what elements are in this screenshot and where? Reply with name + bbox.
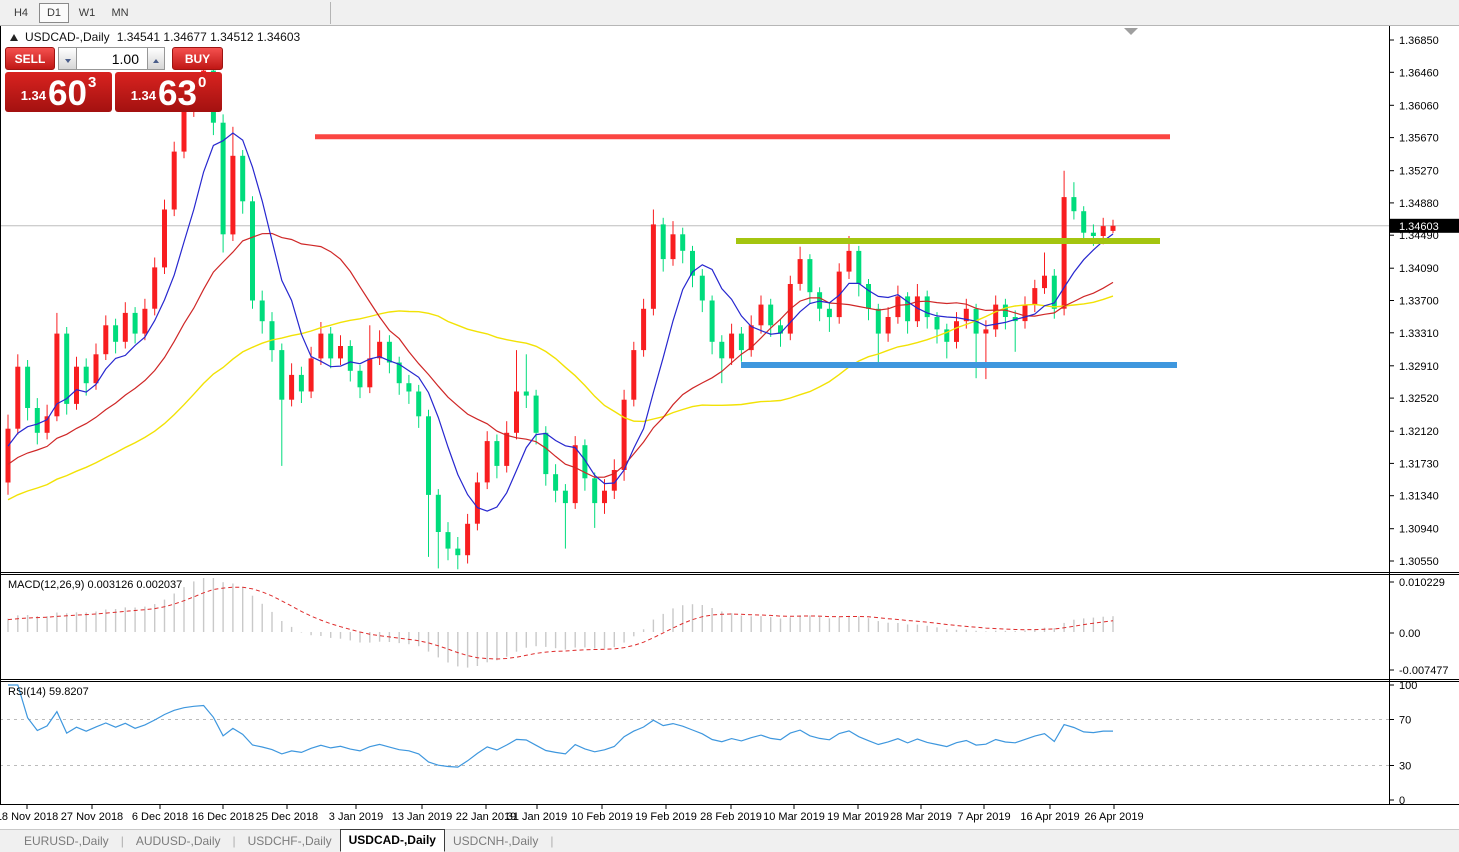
- buy-price-display[interactable]: 1.34 63 0: [115, 72, 222, 112]
- price-chart-canvas[interactable]: 1.36850 1.36460 1.36060 1.35670 1.35270 1.348…: [0, 26, 1459, 829]
- svg-text:10 Feb 2019: 10 Feb 2019: [571, 811, 633, 823]
- chart-ohlc-values: 1.34541 1.34677 1.34512 1.34603: [116, 30, 301, 44]
- svg-text:19 Feb 2019: 19 Feb 2019: [635, 811, 697, 823]
- rsi-label: RSI(14) 59.8207: [8, 686, 89, 698]
- tab-separator: |: [120, 834, 124, 848]
- svg-text:16 Dec 2018: 16 Dec 2018: [192, 811, 254, 823]
- svg-text:1.32520: 1.32520: [1399, 393, 1439, 405]
- svg-text:70: 70: [1399, 715, 1411, 727]
- svg-text:1.34880: 1.34880: [1399, 198, 1439, 210]
- macd-signal-line: [7, 586, 1114, 660]
- svg-text:30: 30: [1399, 761, 1411, 773]
- svg-text:25 Dec 2018: 25 Dec 2018: [256, 811, 318, 823]
- svg-text:22 Jan 2019: 22 Jan 2019: [456, 811, 517, 823]
- svg-text:7 Apr 2019: 7 Apr 2019: [957, 811, 1010, 823]
- price-axis[interactable]: 1.36850 1.36460 1.36060 1.35670 1.35270 1.348…: [1390, 35, 1459, 568]
- svg-text:19 Mar 2019: 19 Mar 2019: [827, 811, 889, 823]
- date-axis[interactable]: 18 Nov 2018 27 Nov 2018 6 Dec 2018 16 Dec 2…: [0, 805, 1144, 823]
- svg-text:1.34090: 1.34090: [1399, 263, 1439, 275]
- svg-text:1.36060: 1.36060: [1399, 100, 1439, 112]
- svg-text:18 Nov 2018: 18 Nov 2018: [0, 811, 58, 823]
- sell-price-point: 3: [87, 74, 97, 91]
- toolbar-separator: [330, 2, 331, 24]
- symbol-marker-icon: [10, 33, 18, 41]
- chart-tab-usdchf[interactable]: USDCHF-,Daily: [247, 834, 332, 848]
- timeframe-tab-w1[interactable]: W1: [72, 3, 102, 23]
- svg-text:10 Mar 2019: 10 Mar 2019: [763, 811, 825, 823]
- rsi-line: [8, 684, 1113, 768]
- svg-text:0.010229: 0.010229: [1399, 577, 1445, 589]
- tab-separator: |: [232, 834, 236, 848]
- svg-text:1.32120: 1.32120: [1399, 426, 1439, 438]
- buy-price-point: 0: [197, 74, 207, 91]
- tab-separator: |: [550, 834, 554, 848]
- volume-input[interactable]: [77, 47, 147, 70]
- timeframe-tab-mn[interactable]: MN: [105, 3, 135, 23]
- svg-text:1.30550: 1.30550: [1399, 556, 1439, 568]
- svg-text:1.36460: 1.36460: [1399, 67, 1439, 79]
- svg-text:1.34490: 1.34490: [1399, 230, 1439, 242]
- chart-frame: [0, 26, 1459, 805]
- volume-increase-button[interactable]: [147, 47, 165, 70]
- svg-text:1.31340: 1.31340: [1399, 491, 1439, 503]
- svg-text:1.33700: 1.33700: [1399, 296, 1439, 308]
- svg-text:1.32910: 1.32910: [1399, 361, 1439, 373]
- sell-price-pips: 60: [48, 74, 87, 113]
- svg-text:1.35670: 1.35670: [1399, 133, 1439, 145]
- svg-text:-0.007477: -0.007477: [1399, 665, 1449, 677]
- chart-tab-usdcad[interactable]: USDCAD-,Daily: [339, 828, 445, 852]
- svg-text:31 Jan 2019: 31 Jan 2019: [507, 811, 568, 823]
- volume-decrease-button[interactable]: [58, 47, 77, 70]
- svg-text:13 Jan 2019: 13 Jan 2019: [392, 811, 453, 823]
- macd-pane[interactable]: MACD(12,26,9) 0.003126 0.002037 0.010229 0…: [7, 577, 1449, 677]
- current-price-label: [1390, 218, 1459, 233]
- sell-button[interactable]: SELL: [5, 47, 55, 70]
- moving-average-line: [7, 295, 1114, 501]
- main-pane[interactable]: [0, 28, 1389, 570]
- triangle-down-icon: [64, 59, 71, 63]
- chart-title: USDCAD-,Daily 1.34541 1.34677 1.34512 1.…: [10, 30, 300, 44]
- chart-tab-usdcnh[interactable]: USDCNH-,Daily: [452, 834, 539, 848]
- moving-average-line: [7, 132, 1114, 512]
- scroll-to-end-marker: [1124, 28, 1138, 35]
- chart-tab-eurusd[interactable]: EURUSD-,Daily: [24, 834, 109, 848]
- svg-text:3 Jan 2019: 3 Jan 2019: [329, 811, 383, 823]
- chart-tab-audusd[interactable]: AUDUSD-,Daily: [135, 834, 221, 848]
- svg-text:1.30940: 1.30940: [1399, 524, 1439, 536]
- timeframe-tab-h4[interactable]: H4: [6, 3, 36, 23]
- svg-text:6 Dec 2018: 6 Dec 2018: [132, 811, 188, 823]
- svg-text:1.34603: 1.34603: [1399, 221, 1439, 233]
- svg-text:28 Mar 2019: 28 Mar 2019: [890, 811, 952, 823]
- sell-price-display[interactable]: 1.34 60 3: [5, 72, 112, 112]
- timeframe-tab-d1[interactable]: D1: [39, 2, 69, 23]
- svg-text:0: 0: [1399, 795, 1405, 807]
- svg-text:1.33310: 1.33310: [1399, 328, 1439, 340]
- chart-symbol-label: USDCAD-,Daily: [25, 30, 110, 44]
- triangle-up-icon: [153, 59, 159, 63]
- svg-text:1.35270: 1.35270: [1399, 166, 1439, 178]
- svg-text:1.36850: 1.36850: [1399, 35, 1439, 47]
- rsi-pane[interactable]: RSI(14) 59.8207 100 70 30 0: [0, 680, 1417, 807]
- svg-text:27 Nov 2018: 27 Nov 2018: [61, 811, 123, 823]
- chart-tab-bar: EURUSD-,Daily | AUDUSD-,Daily | USDCHF-,…: [0, 828, 1459, 852]
- svg-text:0.00: 0.00: [1399, 628, 1420, 640]
- macd-label: MACD(12,26,9) 0.003126 0.002037: [8, 579, 182, 591]
- buy-button[interactable]: BUY: [172, 47, 223, 70]
- svg-text:16 Apr 2019: 16 Apr 2019: [1020, 811, 1079, 823]
- timeframe-toolbar: H4 D1 W1 MN: [0, 0, 1459, 26]
- sell-price-prefix: 1.34: [20, 88, 47, 103]
- moving-average-line: [7, 232, 1114, 478]
- svg-text:1.31730: 1.31730: [1399, 458, 1439, 470]
- svg-text:28 Feb 2019: 28 Feb 2019: [700, 811, 762, 823]
- buy-price-prefix: 1.34: [130, 88, 157, 103]
- svg-text:26 Apr 2019: 26 Apr 2019: [1084, 811, 1143, 823]
- svg-text:100: 100: [1399, 680, 1417, 692]
- buy-price-pips: 63: [158, 74, 197, 113]
